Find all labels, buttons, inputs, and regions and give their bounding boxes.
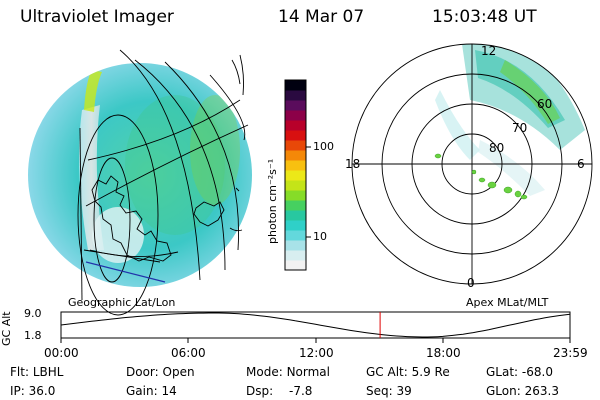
colorbar-cell — [285, 100, 306, 111]
time-label-2: 12:00 — [299, 346, 334, 360]
colorbar-cell — [285, 240, 306, 251]
continent-outline — [91, 175, 243, 262]
polar-plot-panel — [351, 43, 593, 285]
lat-label-70: 70 — [512, 121, 528, 135]
colorbar-cell — [285, 140, 306, 151]
colorbar-tick-label-100: 100 — [313, 140, 334, 153]
time-label-1: 06:00 — [171, 346, 206, 360]
colorbar-cell — [285, 160, 306, 171]
geographic-image-panel — [28, 49, 252, 316]
colorbar-frame — [284, 79, 307, 271]
status-glon-value: 263.3 — [524, 384, 559, 398]
colorbar — [284, 79, 311, 271]
colorbar-cell — [285, 80, 306, 91]
altitude-y-bottom: 1.8 — [24, 329, 42, 342]
status-dsp-value: -7.8 — [288, 384, 313, 398]
colorbar-cell — [285, 250, 306, 261]
geographic-panel-label: Geographic Lat/Lon — [68, 296, 176, 309]
colorbar-cell — [285, 180, 306, 191]
status-glat: GLat: -68.0 — [486, 365, 553, 379]
aurora-texture — [79, 70, 240, 263]
colorbar-tick-label-10: 10 — [313, 230, 327, 243]
colorbar-cell — [285, 220, 306, 231]
colorbar-cell — [285, 230, 306, 241]
status-glat-value: -68.0 — [521, 365, 553, 379]
status-ip: IP: 36.0 — [10, 384, 56, 398]
colorbar-cell — [285, 110, 306, 121]
status-glon: GLon: 263.3 — [486, 384, 559, 398]
instrument-title: Ultraviolet Imager — [20, 7, 174, 27]
time-label-0: 00:00 — [44, 346, 79, 360]
status-mode: Mode: Normal — [246, 365, 330, 379]
status-ip-value: 36.0 — [28, 384, 56, 398]
status-gain: Gain: 14 — [126, 384, 177, 398]
colorbar-unit-label: photon cm⁻²s⁻¹ — [266, 158, 279, 244]
altitude-axis-label-wrap: GC Alt — [0, 311, 14, 348]
time-label-4: 23:59 — [553, 346, 588, 360]
colorbar-cell — [285, 260, 306, 271]
status-seq: Seq: 39 — [366, 384, 412, 398]
colorbar-cell — [285, 150, 306, 161]
colorbar-cell — [285, 120, 306, 131]
mlt-label-12: 12 — [481, 44, 497, 58]
mlt-label-0: 0 — [467, 276, 475, 290]
colorbar-label-wrap: photon cm⁻²s⁻¹ — [262, 110, 282, 250]
graticule-lines — [77, 49, 249, 316]
image-date: 14 Mar 07 — [278, 7, 365, 27]
lat-label-60: 60 — [537, 97, 553, 111]
track-line — [85, 261, 166, 283]
polar-panel-label: Apex MLat/MLT — [466, 296, 549, 309]
altitude-axis-label: GC Alt — [0, 311, 13, 346]
colorbar-cell — [285, 210, 306, 221]
colorbar-cell — [285, 90, 306, 101]
altitude-plot — [60, 311, 571, 343]
time-label-3: 18:00 — [426, 346, 461, 360]
status-gcalt-value: 5.9 Re — [411, 365, 450, 379]
status-dsp: Dsp: -7.8 — [246, 384, 313, 398]
mlt-label-18: 18 — [345, 157, 361, 171]
status-seq-value: 39 — [396, 384, 412, 398]
status-gain-value: 14 — [161, 384, 177, 398]
image-time: 15:03:48 UT — [432, 7, 537, 27]
status-flt-value: LBHL — [32, 365, 64, 379]
colorbar-cell — [285, 130, 306, 141]
status-gcalt: GC Alt: 5.9 Re — [366, 365, 450, 379]
colorbar-cell — [285, 200, 306, 211]
aurora-spots — [434, 153, 528, 200]
status-flt: Flt: LBHL — [10, 365, 64, 379]
altitude-curve — [60, 312, 571, 338]
status-mode-value: Normal — [286, 365, 330, 379]
mlt-label-6: 6 — [577, 157, 585, 171]
polar-grid — [351, 43, 593, 285]
status-door-value: Open — [162, 365, 195, 379]
colorbar-cell — [285, 170, 306, 181]
lat-label-80: 80 — [489, 141, 505, 155]
altitude-frame — [60, 311, 571, 339]
status-door: Door: Open — [126, 365, 195, 379]
altitude-y-top: 9.0 — [24, 307, 42, 320]
colorbar-cell — [285, 190, 306, 201]
